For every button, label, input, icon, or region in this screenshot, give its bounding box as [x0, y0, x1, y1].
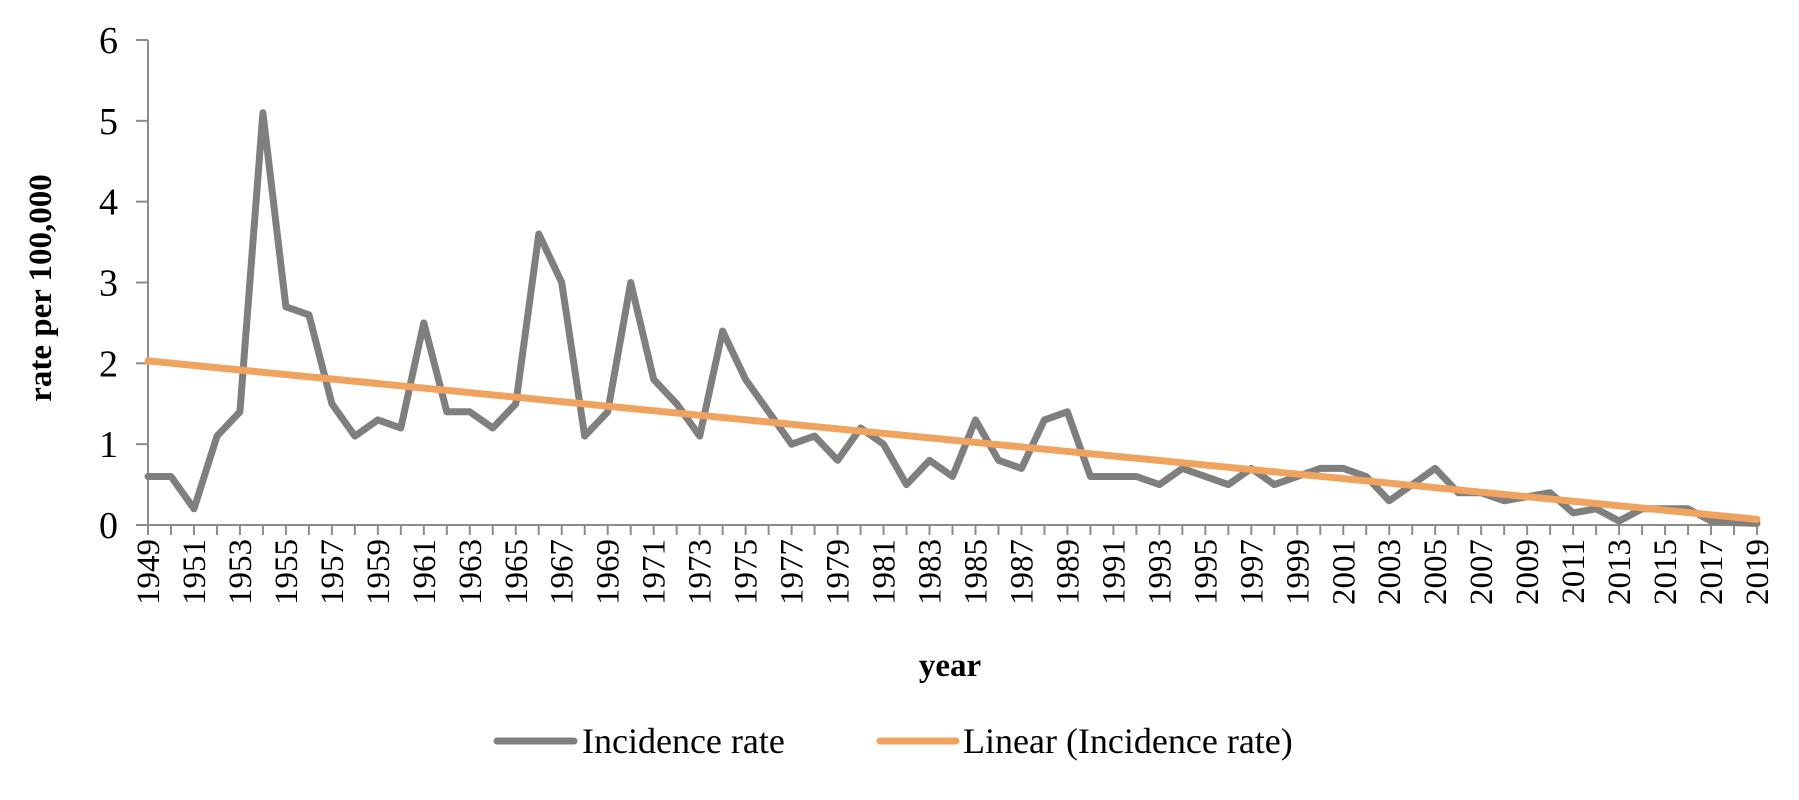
y-tick-label: 2	[99, 343, 118, 385]
x-tick-label: 1969	[591, 539, 627, 605]
x-tick-label: 2017	[1694, 539, 1730, 605]
series-line-linear-trend	[144, 357, 1761, 523]
y-tick-label: 0	[99, 505, 118, 547]
x-tick-label: 1963	[453, 539, 489, 605]
x-tick-label: 1957	[315, 539, 351, 605]
y-tick-label: 4	[99, 182, 118, 224]
series-line-incidence-rate	[144, 109, 1761, 527]
x-tick-label: 1975	[729, 539, 765, 605]
x-tick-label: 2013	[1602, 539, 1638, 605]
y-tick-label: 1	[99, 424, 118, 466]
x-tick-label: 1981	[867, 539, 903, 605]
x-tick-label: 1949	[131, 539, 167, 605]
y-axis: 0 1 2 3 4 5 6	[99, 20, 149, 547]
x-tick-label: 1951	[177, 539, 213, 605]
x-tick-label: 1959	[361, 539, 397, 605]
y-axis-title: rate per 100,000	[23, 174, 59, 402]
x-tick-label: 1987	[1004, 539, 1040, 605]
x-tick-label: 1995	[1188, 539, 1224, 605]
x-tick-label: 2001	[1326, 539, 1362, 605]
x-tick-label: 1979	[821, 539, 857, 605]
legend-label-linear-trend: Linear (Incidence rate)	[963, 721, 1293, 761]
x-tick-label: 2009	[1510, 539, 1546, 605]
y-tick-label: 3	[99, 263, 118, 305]
x-tick-label: 1983	[913, 539, 949, 605]
x-tick-label: 1989	[1050, 539, 1086, 605]
x-axis-title: year	[919, 648, 981, 684]
x-tick-label: 2007	[1464, 539, 1500, 605]
x-tick-label: 1961	[407, 539, 443, 605]
legend-label-incidence-rate: Incidence rate	[582, 721, 785, 761]
x-tick-label: 1997	[1234, 539, 1270, 605]
x-tick-label: 1971	[637, 539, 673, 605]
x-tick-label: 1973	[683, 539, 719, 605]
x-tick-label: 1985	[958, 539, 994, 605]
x-tick-label: 2011	[1556, 539, 1592, 604]
x-tick-label: 2015	[1648, 539, 1684, 605]
y-tick-label: 6	[99, 20, 118, 62]
x-tick-label: 1967	[545, 539, 581, 605]
x-tick-label: 1953	[223, 539, 259, 605]
legend: Incidence rate Linear (Incidence rate)	[493, 721, 1293, 761]
x-tick-label: 1999	[1280, 539, 1316, 605]
x-tick-label: 1965	[499, 539, 535, 605]
x-tick-label: 2019	[1740, 539, 1776, 605]
x-tick-label: 1991	[1096, 539, 1132, 605]
series-layer	[144, 109, 1761, 527]
x-axis: 1949 1951 1953 1955 1957 1959 1961 1963 1965 1967…	[131, 524, 1776, 605]
x-tick-label: 1955	[269, 539, 305, 605]
x-tick-label: 2005	[1418, 539, 1454, 605]
x-tick-label: 1977	[775, 539, 811, 605]
x-tick-label: 1993	[1142, 539, 1178, 605]
y-tick-label: 5	[99, 101, 118, 143]
x-tick-label: 2003	[1372, 539, 1408, 605]
